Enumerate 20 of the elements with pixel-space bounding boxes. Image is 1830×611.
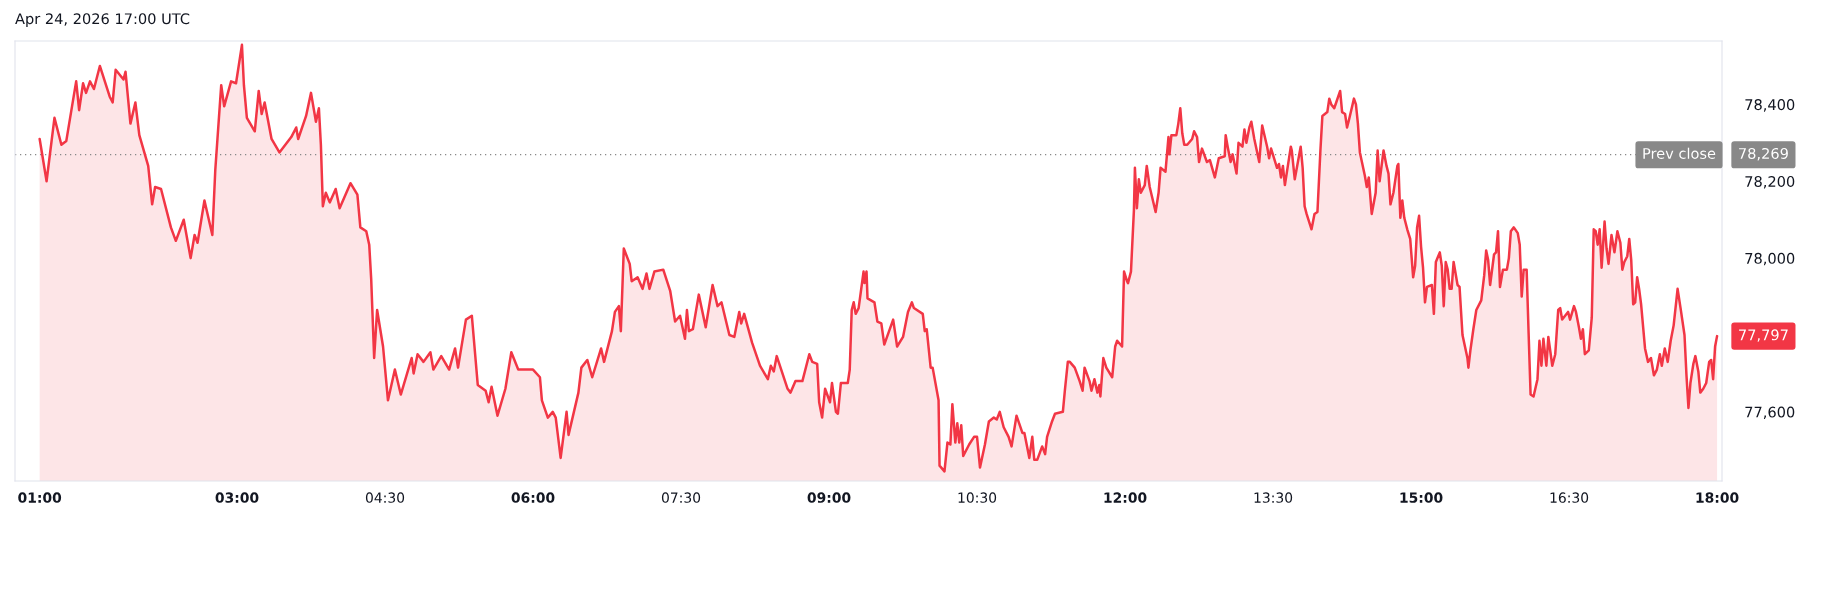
- x-tick-label: 12:00: [1104, 492, 1147, 503]
- x-tick-label: 15:00: [1400, 492, 1443, 503]
- x-tick-label: 01:00: [18, 492, 62, 503]
- y-tick-label: 78,400: [1745, 99, 1795, 112]
- x-tick-label: 16:30: [1550, 492, 1589, 503]
- x-tick-label: 10:30: [958, 492, 997, 503]
- annotation: 78,269: [1739, 147, 1788, 161]
- annotation: 77,797: [1739, 329, 1788, 342]
- y-tick-label: 78,200: [1745, 175, 1795, 189]
- x-tick-label: 18:00: [1696, 492, 1739, 503]
- chart-title: Apr 24, 2026 17:00 UTC: [15, 13, 190, 28]
- ref-line-label: Prev close: [1643, 147, 1716, 159]
- x-tick-label: 06:00: [511, 492, 555, 503]
- x-tick-label: 07:30: [661, 492, 701, 503]
- y-tick-label: 78,000: [1745, 252, 1795, 266]
- y-tick-label: 77,600: [1745, 406, 1795, 420]
- x-tick-label: 09:00: [807, 492, 851, 503]
- x-tick-label: 13:30: [1254, 492, 1293, 503]
- x-tick-label: 03:00: [215, 492, 259, 503]
- x-tick-label: 04:30: [365, 492, 405, 503]
